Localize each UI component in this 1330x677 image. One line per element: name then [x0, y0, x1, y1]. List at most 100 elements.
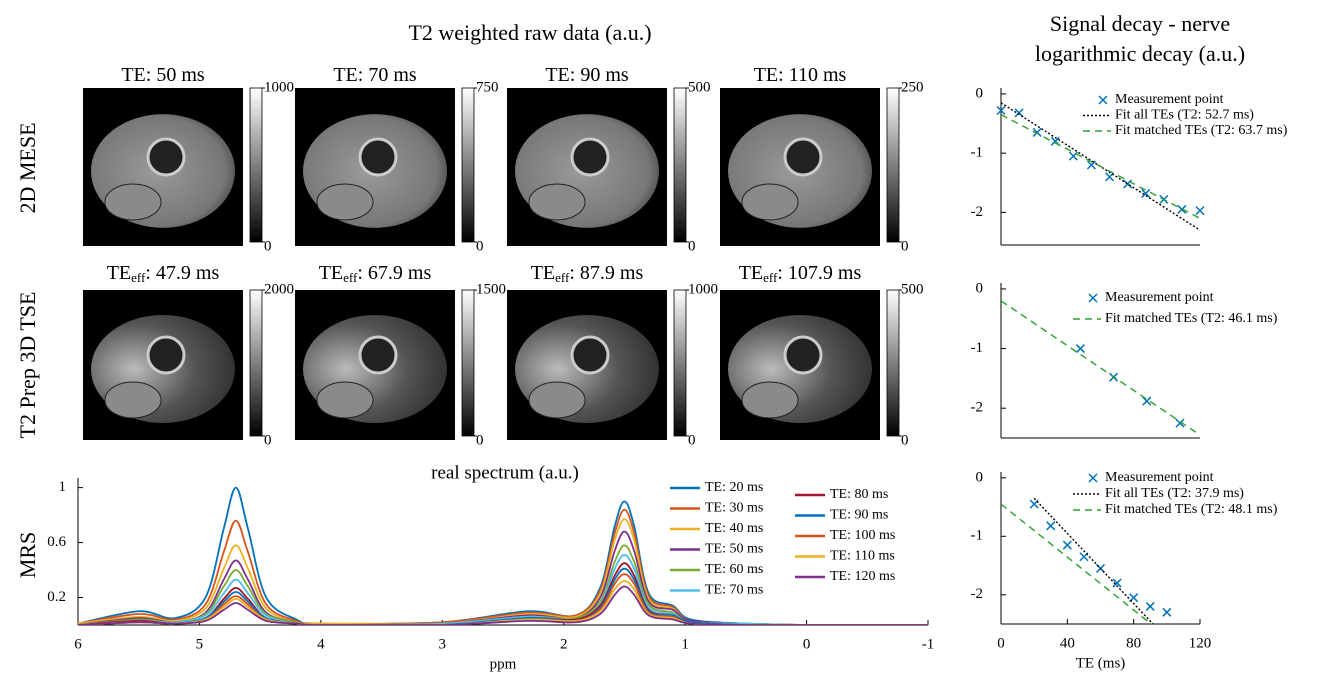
- x-axis-label: TE (ms): [1076, 655, 1126, 671]
- spectrum-line: [78, 530, 928, 625]
- x-tick-label: -1: [922, 636, 935, 652]
- legend-label: Measurement point: [1105, 470, 1214, 485]
- colorbar-label: 0: [476, 238, 484, 254]
- measurement-point: [1062, 540, 1072, 550]
- bone: [783, 335, 823, 375]
- row-label: 2D MESE: [15, 122, 40, 213]
- legend-label: Fit matched TEs (T2: 46.1 ms): [1105, 311, 1278, 326]
- tissue: [104, 381, 162, 419]
- legend-label: TE: 40 ms: [705, 521, 763, 536]
- colorbar-label: 0: [476, 432, 484, 448]
- colorbar-label: 750: [476, 79, 499, 95]
- spectrum-line: [78, 567, 928, 625]
- colorbar-label: 0: [688, 432, 696, 448]
- colorbar: [886, 289, 900, 437]
- title-text: TE: [319, 262, 343, 284]
- measurement-point: [1086, 160, 1096, 170]
- legend-label: TE: 110 ms: [830, 549, 895, 564]
- bone: [570, 335, 610, 375]
- fit-line: [1001, 102, 1200, 231]
- x-tick-label: 1: [681, 636, 689, 652]
- tissue: [528, 381, 586, 419]
- legend-label: TE: 90 ms: [830, 508, 888, 523]
- colorbar-label: 500: [901, 281, 924, 297]
- tissue: [316, 381, 374, 419]
- right-title: logarithmic decay (a.u.): [1035, 41, 1245, 66]
- measurement-point: [1123, 179, 1133, 189]
- legend-label: Fit matched TEs (T2: 63.7 ms): [1115, 123, 1288, 138]
- row-label: T2 Prep 3D TSE: [15, 292, 40, 439]
- x-tick-label: 4: [317, 636, 325, 652]
- y-tick-label: -1: [971, 340, 984, 356]
- bone: [570, 137, 610, 177]
- legend-label: TE: 70 ms: [705, 583, 763, 598]
- title-sub: eff: [131, 270, 146, 285]
- colorbar-label: 0: [901, 238, 909, 254]
- colorbar-label: 0: [264, 432, 272, 448]
- title-sub: eff: [555, 270, 570, 285]
- figure-title: T2 weighted raw data (a.u.): [408, 20, 651, 45]
- colorbar-label: 500: [688, 79, 711, 95]
- legend-label: Fit matched TEs (T2: 48.1 ms): [1105, 502, 1278, 517]
- tissue: [741, 183, 799, 221]
- y-tick-label: 0: [976, 85, 984, 101]
- measurement-point: [1175, 418, 1185, 428]
- panel-title: TE: 110 ms: [754, 64, 847, 86]
- legend-label: TE: 100 ms: [830, 528, 895, 543]
- title-text: TE: [531, 262, 555, 284]
- title-rest: : 67.9 ms: [357, 262, 431, 284]
- tissue: [741, 381, 799, 419]
- legend-label: Measurement point: [1115, 92, 1224, 107]
- legend-marker: [1088, 293, 1098, 303]
- bone: [146, 335, 186, 375]
- tissue: [528, 183, 586, 221]
- tissue: [104, 183, 162, 221]
- x-tick-label: 40: [1060, 635, 1075, 651]
- measurement-point: [1145, 601, 1155, 611]
- y-tick-label: 0: [976, 469, 984, 485]
- fit-line: [1033, 497, 1154, 624]
- x-tick-label: 5: [196, 636, 204, 652]
- y-tick-label: -1: [971, 145, 984, 161]
- legend-label: Measurement point: [1105, 290, 1214, 305]
- measurement-point: [1142, 396, 1152, 406]
- colorbar-label: 250: [901, 79, 924, 95]
- bone: [783, 137, 823, 177]
- x-tick-label: 2: [560, 636, 568, 652]
- x-axis-label: ppm: [490, 656, 517, 672]
- legend-label: Fit all TEs (T2: 52.7 ms): [1115, 108, 1254, 123]
- legend-label: TE: 30 ms: [705, 501, 763, 516]
- panel-title: TEeff: 47.9 ms: [107, 262, 220, 285]
- fit-line: [1001, 503, 1153, 624]
- colorbar: [461, 289, 475, 437]
- y-tick-label: 0.6: [47, 534, 66, 550]
- right-title: Signal decay - nerve: [1050, 11, 1230, 36]
- x-tick-label: 80: [1126, 635, 1141, 651]
- legend-label: TE: 50 ms: [705, 542, 763, 557]
- row-label: MRS: [15, 532, 40, 578]
- measurement-point: [1075, 344, 1085, 354]
- legend-label: Fit all TEs (T2: 37.9 ms): [1105, 486, 1244, 501]
- colorbar: [249, 87, 263, 243]
- measurement-point: [1032, 127, 1042, 137]
- y-tick-label: -2: [971, 400, 984, 416]
- x-tick-label: 3: [439, 636, 447, 652]
- bone: [358, 335, 398, 375]
- fit-line: [1001, 300, 1200, 436]
- title-sub: eff: [763, 270, 778, 285]
- colorbar-label: 1000: [688, 281, 718, 297]
- measurement-point: [1195, 206, 1205, 216]
- panel-title: TE: 50 ms: [121, 64, 205, 86]
- legend-label: TE: 120 ms: [830, 569, 895, 584]
- fit-line: [1001, 114, 1200, 219]
- colorbar: [461, 87, 475, 243]
- colorbar-label: 1000: [264, 79, 294, 95]
- x-tick-label: 0: [997, 635, 1005, 651]
- panel-title: TEeff: 87.9 ms: [531, 262, 644, 285]
- measurement-point: [1112, 578, 1122, 588]
- legend-label: TE: 20 ms: [705, 480, 763, 495]
- y-tick-label: 1: [59, 479, 67, 495]
- colorbar: [673, 87, 687, 243]
- x-tick-label: 120: [1189, 635, 1212, 651]
